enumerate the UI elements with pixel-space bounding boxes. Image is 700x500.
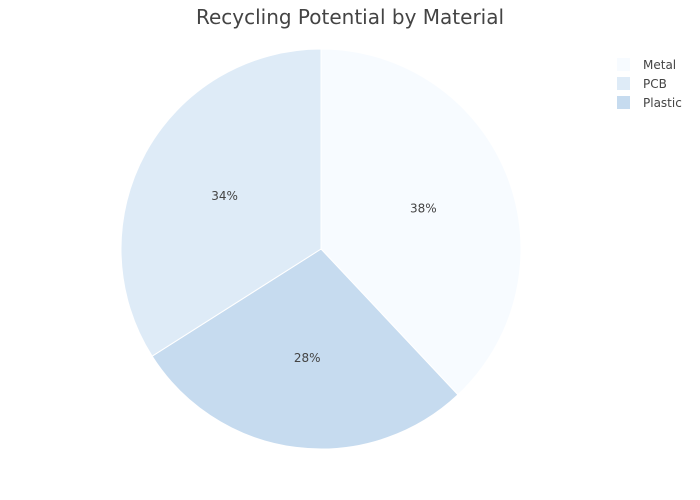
legend-swatch-metal bbox=[617, 58, 630, 71]
legend-label-pcb: PCB bbox=[643, 77, 667, 91]
legend-item-plastic[interactable]: Plastic bbox=[617, 96, 682, 110]
legend: Metal PCB Plastic bbox=[617, 58, 682, 110]
legend-item-metal[interactable]: Metal bbox=[617, 58, 676, 72]
pie-slices bbox=[120, 48, 522, 450]
pie-slice-labels: 38% 28% 34% bbox=[211, 189, 436, 365]
legend-label-metal: Metal bbox=[643, 58, 676, 72]
chart-title: Recycling Potential by Material bbox=[196, 5, 504, 29]
pie-slice-plastic bbox=[151, 248, 459, 450]
slice-label-pcb: 34% bbox=[211, 189, 238, 203]
pie-slice-metal bbox=[320, 48, 522, 396]
legend-label-plastic: Plastic bbox=[643, 96, 682, 110]
legend-swatch-pcb bbox=[617, 77, 630, 90]
legend-item-pcb[interactable]: PCB bbox=[617, 77, 667, 91]
slice-label-plastic: 28% bbox=[294, 351, 321, 365]
pie-slice-pcb bbox=[120, 48, 322, 357]
slice-label-metal: 38% bbox=[410, 202, 437, 216]
legend-swatch-plastic bbox=[617, 96, 630, 109]
